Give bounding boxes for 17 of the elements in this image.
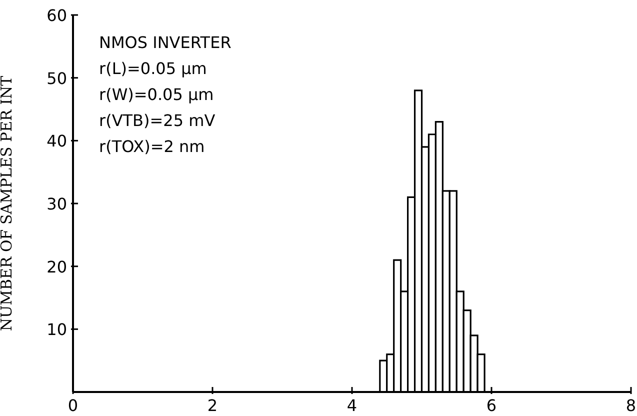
y-axis-title: NUMBER OF SAMPLES PER INT xyxy=(0,76,16,332)
x-tick-label: 8 xyxy=(626,396,636,415)
annotation: NMOS INVERTER xyxy=(99,32,232,54)
y-tick-label: 10 xyxy=(46,320,67,340)
y-tick-label: 50 xyxy=(46,68,67,88)
y-tick-label: 30 xyxy=(46,194,67,214)
annotation: r(W)=0.05 µm xyxy=(99,84,215,106)
annotation: r(L)=0.05 µm xyxy=(99,58,208,80)
x-tick-label: 0 xyxy=(68,396,78,415)
annotation: r(TOX)=2 nm xyxy=(99,136,206,158)
annotation: r(VTB)=25 mV xyxy=(99,110,216,132)
x-tick-label: 2 xyxy=(207,396,218,415)
y-tick-label: 20 xyxy=(46,257,67,276)
x-tick-label: 4 xyxy=(346,396,358,415)
x-tick-label: 6 xyxy=(486,396,497,415)
y-tick-label: 60 xyxy=(46,6,67,25)
y-tick-label: 40 xyxy=(46,132,67,151)
